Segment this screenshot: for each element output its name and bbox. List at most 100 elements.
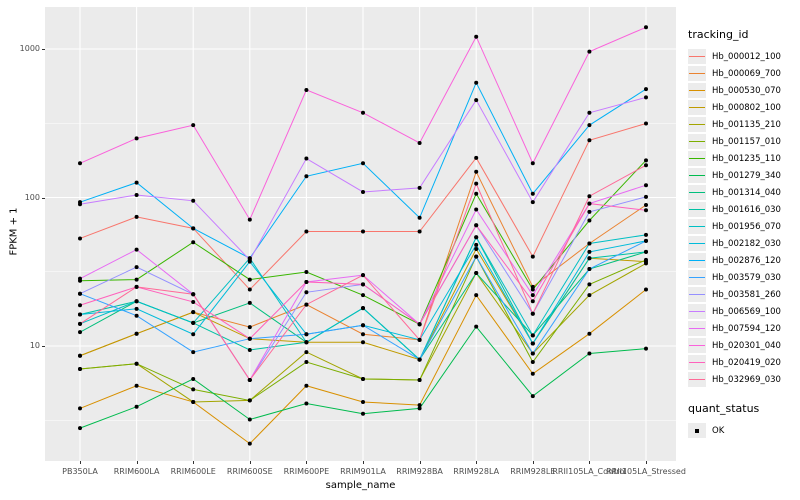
data-point (417, 378, 422, 383)
series-color-line-icon (689, 157, 705, 159)
data-point (474, 181, 479, 186)
data-point (304, 156, 309, 161)
data-point (530, 254, 535, 259)
legend-key-swatch (688, 168, 706, 183)
data-point (530, 293, 535, 298)
data-point (417, 215, 422, 220)
data-point (78, 202, 82, 207)
legend-item-Hb_000012_100: Hb_000012_100 (688, 48, 781, 65)
data-point (78, 367, 82, 372)
x-tick-label-RRIM928LA: RRIM928LA (453, 467, 500, 476)
data-point (134, 299, 139, 304)
legend-item-Hb_002182_030: Hb_002182_030 (688, 235, 781, 252)
legend-item-Hb_003579_030: Hb_003579_030 (688, 269, 781, 286)
data-point (361, 399, 365, 404)
plot-panel (45, 7, 676, 461)
y-axis-title: FPKM + 1 (8, 207, 20, 256)
series-color-line-icon (689, 89, 705, 91)
legend-key-swatch (688, 185, 706, 200)
legend-item-label: Hb_000012_100 (712, 51, 781, 62)
data-point (530, 191, 535, 196)
series-color-line-icon (689, 225, 705, 227)
data-point (361, 411, 365, 416)
legend-item-label: Hb_002876_120 (712, 255, 781, 266)
data-point (134, 277, 139, 282)
data-point (474, 191, 479, 196)
data-point (417, 185, 422, 190)
series-color-line-icon (689, 72, 705, 74)
data-point (644, 232, 648, 237)
quant-ok-key-swatch (688, 423, 706, 438)
legend-item-quant-ok: OK (688, 422, 781, 439)
series-color-line-icon (689, 123, 705, 125)
legend-key-swatch (688, 270, 706, 285)
legend-item-Hb_001235_110: Hb_001235_110 (688, 150, 781, 167)
legend-key-swatch (688, 202, 706, 217)
data-point (474, 293, 479, 298)
data-point (474, 98, 479, 103)
data-point (644, 25, 648, 30)
data-point (78, 303, 82, 308)
data-point (247, 300, 252, 305)
data-point (247, 217, 252, 222)
data-point (134, 306, 139, 311)
data-point (530, 371, 535, 376)
data-point (304, 270, 309, 275)
legend-key-swatch (688, 236, 706, 251)
data-point (644, 208, 648, 213)
series-color-line-icon (689, 259, 705, 261)
data-point (78, 353, 82, 358)
series-color-line-icon (689, 140, 705, 142)
data-point (191, 376, 196, 381)
data-point (78, 291, 82, 296)
data-point (78, 426, 82, 431)
x-tick-label-RRII105LA_Stressed: RRII105LA_Stressed (606, 467, 686, 476)
legend-key-swatch (688, 151, 706, 166)
data-point (587, 123, 592, 128)
data-point (417, 229, 422, 234)
data-point (474, 235, 479, 240)
data-point (587, 194, 592, 199)
data-point (304, 401, 309, 406)
data-point (247, 347, 252, 352)
legend-key-swatch (688, 321, 706, 336)
x-axis-title: sample_name (325, 480, 396, 491)
data-point (530, 200, 535, 205)
data-point (191, 226, 196, 231)
data-point (361, 323, 365, 328)
data-point (417, 357, 422, 362)
data-point (134, 404, 139, 409)
data-point (191, 299, 196, 304)
y-tick-label: 10 (29, 341, 40, 350)
data-point (134, 383, 139, 388)
data-point (191, 332, 196, 337)
data-point (361, 306, 365, 311)
legend-key-swatch (688, 134, 706, 149)
data-point (644, 203, 648, 208)
data-point (587, 201, 592, 206)
data-point (304, 229, 309, 234)
data-point (361, 376, 365, 381)
series-color-line-icon (689, 310, 705, 312)
data-point (474, 34, 479, 39)
data-point (191, 320, 196, 325)
data-point (530, 360, 535, 365)
data-point (134, 361, 139, 366)
data-point (644, 287, 648, 292)
legend-item-Hb_000069_700: Hb_000069_700 (688, 65, 781, 82)
x-tick-mark (249, 461, 251, 464)
series-color-line-icon (689, 344, 705, 346)
data-point (134, 180, 139, 185)
data-point (134, 192, 139, 197)
data-point (361, 229, 365, 234)
data-point (587, 256, 592, 261)
data-point (78, 321, 82, 326)
legend-item-label: Hb_003579_030 (712, 272, 781, 283)
x-tick-mark (646, 461, 647, 464)
legend-item-Hb_003581_260: Hb_003581_260 (688, 286, 781, 303)
x-tick-mark (306, 461, 308, 464)
data-point (474, 169, 479, 174)
data-point (304, 302, 309, 307)
data-point (134, 214, 139, 219)
x-tick-mark (80, 461, 81, 464)
